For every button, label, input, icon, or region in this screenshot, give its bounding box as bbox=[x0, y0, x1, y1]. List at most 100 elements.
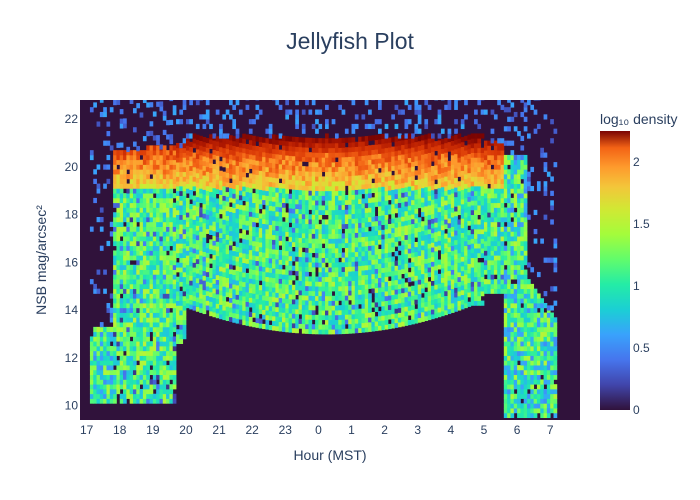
heatmap-cell bbox=[387, 156, 392, 162]
heatmap-cell bbox=[225, 272, 230, 279]
heatmap-cell bbox=[159, 183, 164, 189]
heatmap-cell bbox=[275, 206, 280, 212]
heatmap-cell bbox=[149, 369, 154, 376]
heatmap-cell bbox=[238, 300, 243, 306]
heatmap-cell bbox=[288, 198, 293, 204]
heatmap-cell bbox=[384, 243, 389, 249]
heatmap-cell bbox=[470, 267, 475, 273]
heatmap-cell bbox=[242, 171, 246, 178]
heatmap-cell bbox=[434, 313, 439, 319]
heatmap-cell bbox=[285, 150, 290, 156]
heatmap-cell bbox=[368, 231, 372, 237]
heatmap-cell bbox=[129, 341, 134, 347]
heatmap-cell bbox=[493, 159, 498, 165]
heatmap-cell bbox=[421, 202, 425, 208]
heatmap-cell bbox=[371, 245, 376, 251]
heatmap-cell bbox=[142, 207, 147, 213]
heatmap-cell bbox=[123, 307, 127, 313]
heatmap-cell bbox=[146, 279, 150, 285]
heatmap-cell bbox=[242, 214, 246, 221]
heatmap-cell bbox=[149, 293, 154, 299]
heatmap-cell bbox=[311, 262, 316, 268]
heatmap-cell bbox=[149, 207, 154, 213]
heatmap-cell bbox=[384, 257, 389, 263]
heatmap-cell bbox=[321, 291, 326, 297]
heatmap-cell bbox=[424, 263, 429, 269]
heatmap-cell bbox=[298, 247, 303, 253]
heatmap-cell bbox=[364, 159, 369, 166]
heatmap-cell bbox=[109, 360, 114, 366]
heatmap-cell bbox=[119, 298, 124, 304]
heatmap-cell bbox=[414, 194, 419, 200]
heatmap-cell bbox=[487, 145, 491, 151]
heatmap-cell bbox=[275, 259, 280, 265]
heatmap-cell bbox=[437, 245, 442, 251]
heatmap-cell bbox=[457, 190, 462, 196]
heatmap-cell bbox=[467, 230, 472, 236]
heatmap-cell bbox=[474, 262, 478, 268]
heatmap-cell bbox=[464, 236, 468, 242]
heatmap-cell bbox=[434, 293, 439, 300]
heatmap-cell bbox=[238, 266, 243, 272]
heatmap-cell bbox=[265, 166, 270, 172]
heatmap-cell bbox=[427, 300, 432, 306]
heatmap-cell bbox=[325, 185, 329, 192]
heatmap-cell bbox=[172, 317, 177, 323]
heatmap-cell bbox=[404, 186, 409, 193]
heatmap-cell bbox=[258, 156, 263, 162]
heatmap-cell bbox=[493, 236, 498, 242]
heatmap-cell bbox=[103, 331, 107, 337]
heatmap-cell bbox=[447, 203, 452, 209]
heatmap-cell bbox=[209, 162, 213, 169]
heatmap-cell bbox=[172, 169, 177, 175]
heatmap-cell bbox=[238, 214, 243, 220]
heatmap-cell bbox=[378, 153, 382, 159]
heatmap-cell bbox=[328, 271, 333, 278]
heatmap-cell bbox=[275, 306, 280, 312]
heatmap-cell bbox=[219, 208, 223, 215]
heatmap-cell bbox=[142, 202, 147, 208]
heatmap-cell bbox=[447, 246, 452, 252]
heatmap-cell bbox=[331, 142, 336, 149]
heatmap-cell bbox=[146, 164, 150, 170]
heatmap-cell bbox=[265, 209, 270, 215]
heatmap-cell bbox=[99, 345, 104, 352]
heatmap-cell bbox=[457, 157, 462, 163]
heatmap-cell bbox=[149, 393, 154, 399]
heatmap-cell bbox=[381, 262, 386, 269]
heatmap-cell bbox=[301, 285, 306, 291]
heatmap-cell bbox=[252, 140, 256, 146]
heatmap-cell bbox=[325, 219, 329, 225]
heatmap-cell bbox=[113, 288, 117, 294]
heatmap-cell bbox=[116, 236, 121, 242]
heatmap-cell bbox=[123, 260, 127, 266]
heatmap-cell bbox=[411, 266, 415, 272]
heatmap-cell bbox=[437, 259, 442, 265]
heatmap-cell bbox=[192, 224, 197, 230]
heatmap-cell bbox=[106, 307, 111, 313]
heatmap-cell bbox=[195, 163, 200, 169]
heatmap-cell bbox=[450, 193, 455, 199]
heatmap-cell bbox=[361, 203, 366, 209]
heatmap-cell bbox=[381, 324, 386, 331]
heatmap-cell bbox=[288, 184, 293, 190]
heatmap-cell bbox=[113, 164, 117, 170]
heatmap-cell bbox=[245, 301, 250, 307]
heatmap-cell bbox=[219, 228, 223, 234]
heatmap-cell bbox=[278, 226, 283, 232]
heatmap-cell bbox=[222, 190, 227, 196]
heatmap-cell bbox=[89, 388, 94, 395]
heatmap-cell bbox=[176, 181, 180, 187]
heatmap-cell bbox=[149, 384, 154, 390]
heatmap-cell bbox=[368, 164, 372, 170]
heatmap-cell bbox=[331, 100, 336, 101]
heatmap-cell bbox=[252, 264, 256, 270]
heatmap-cell bbox=[291, 241, 296, 247]
heatmap-cell bbox=[205, 290, 210, 297]
heatmap-cell bbox=[212, 288, 217, 294]
heatmap-cell bbox=[119, 283, 124, 290]
heatmap-cell bbox=[407, 233, 412, 240]
heatmap-cell bbox=[487, 212, 491, 218]
heatmap-cell bbox=[202, 199, 207, 205]
heatmap-cell bbox=[268, 143, 273, 149]
